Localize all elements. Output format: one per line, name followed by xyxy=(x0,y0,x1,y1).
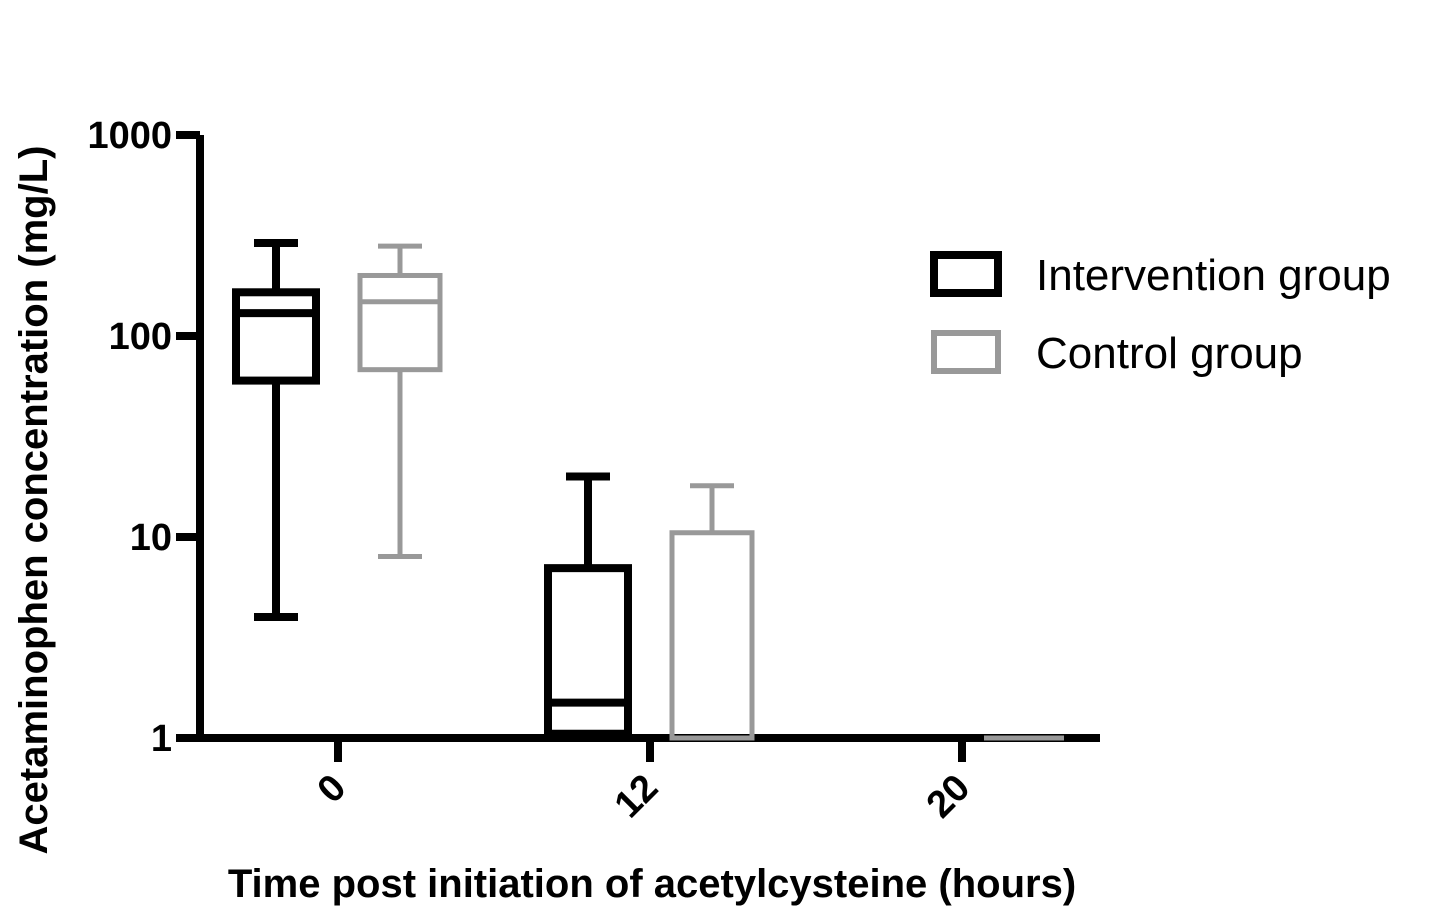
y-tick-label-1: 1 xyxy=(151,718,172,760)
x-tick-label-20: 20 xyxy=(919,767,979,827)
legend-swatch-intervention xyxy=(930,251,1002,297)
plot-area: 1 10 100 1000 0 12 20 xyxy=(87,115,1100,826)
legend: Intervention group Control group xyxy=(930,251,1391,378)
y-tick-label-1000: 1000 xyxy=(87,115,172,157)
intervention-12h-box xyxy=(544,564,632,738)
control-12h-box xyxy=(669,530,755,741)
legend-label-control: Control group xyxy=(1036,329,1303,378)
x-tick-label-12: 12 xyxy=(607,767,667,827)
legend-swatch-control xyxy=(931,330,1001,374)
control-0h-box xyxy=(357,272,443,373)
y-tick-label-100: 100 xyxy=(109,316,172,358)
x-axis-title: Time post initiation of acetylcysteine (… xyxy=(228,862,1076,906)
intervention-0h-box xyxy=(232,288,320,385)
x-tick-label-0: 0 xyxy=(310,767,355,812)
legend-label-intervention: Intervention group xyxy=(1036,251,1391,300)
y-axis-title: Acetaminophen concentration (mg/L) xyxy=(12,146,56,855)
y-tick-label-10: 10 xyxy=(130,517,172,559)
